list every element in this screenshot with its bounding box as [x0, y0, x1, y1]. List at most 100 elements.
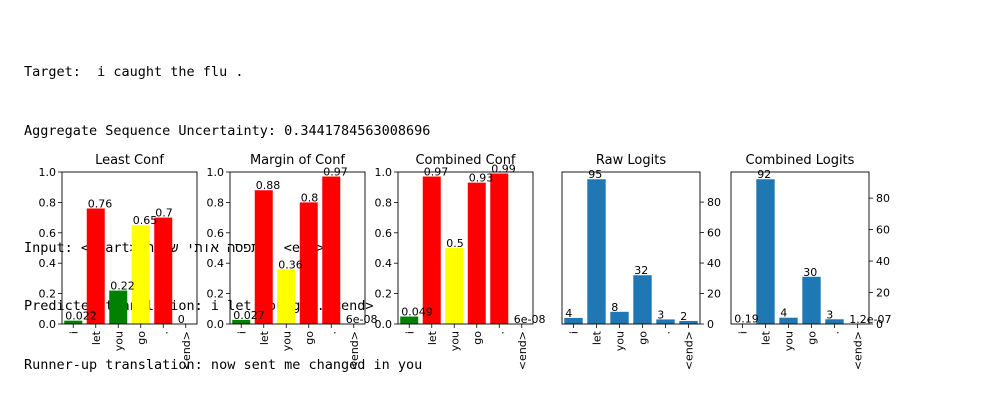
- data-label: 0.36: [278, 258, 303, 271]
- data-label: 0.93: [469, 172, 494, 185]
- bar: [756, 179, 775, 324]
- x-tick-label: go: [303, 331, 316, 345]
- data-label: 3: [657, 308, 664, 321]
- bar: [299, 202, 318, 324]
- data-label: 0.022: [65, 310, 97, 323]
- y-tick-label: 0.0: [39, 318, 57, 331]
- bar: [445, 248, 464, 324]
- y-tick-label: 0.2: [39, 288, 57, 301]
- data-label: 2: [680, 310, 687, 323]
- plot-frame: [730, 171, 870, 325]
- uncertainty-line: Aggregate Sequence Uncertainty: 0.344178…: [24, 122, 431, 139]
- data-label: 8: [611, 301, 618, 314]
- data-label: 0.5: [446, 237, 464, 250]
- bar: [467, 182, 486, 324]
- bar: [86, 208, 105, 324]
- data-label: 6e-08: [514, 313, 546, 326]
- bar: [64, 320, 83, 324]
- data-label: 0.88: [256, 179, 281, 192]
- y-tick-label: 0.8: [207, 196, 225, 209]
- y-tick-label: 1.0: [39, 166, 57, 179]
- y-tick-label: 60: [876, 224, 890, 237]
- bar: [610, 311, 629, 324]
- data-label: 95: [588, 168, 602, 181]
- data-label: 0.7: [155, 207, 173, 220]
- data-label: 30: [803, 266, 817, 279]
- runner-up-line: Runner-up translation: now sent me chang…: [24, 356, 423, 373]
- x-tick-label: go: [135, 331, 148, 345]
- bar: [656, 319, 675, 324]
- bar: [322, 176, 341, 324]
- data-label: 6e-08: [346, 313, 378, 326]
- x-tick-label: let: [760, 330, 773, 345]
- x-tick-label: you: [448, 331, 461, 351]
- x-tick-label: i: [737, 331, 750, 334]
- plot-frame: [561, 171, 701, 325]
- y-tick-label: 0.0: [375, 318, 393, 331]
- x-tick-label: i: [568, 331, 581, 334]
- bar: [400, 316, 419, 324]
- x-tick-label: .: [157, 331, 170, 335]
- y-tick-label: 0.8: [375, 196, 393, 209]
- data-label: 0: [178, 313, 185, 326]
- x-tick-label: .: [325, 331, 338, 335]
- x-tick-label: you: [280, 331, 293, 351]
- x-tick-label: go: [471, 331, 484, 345]
- bar: [679, 320, 698, 324]
- x-tick-label: .: [829, 331, 842, 335]
- y-tick-label: 40: [876, 255, 890, 268]
- y-tick-label: 80: [876, 192, 890, 205]
- bar: [490, 173, 509, 324]
- data-label: 3: [826, 308, 833, 321]
- data-label: 0.049: [401, 306, 433, 319]
- y-tick-label: 0.6: [39, 227, 57, 240]
- data-label: 0.027: [233, 309, 265, 322]
- y-tick-label: 0.8: [39, 196, 57, 209]
- x-tick-label: .: [493, 331, 506, 335]
- y-tick-label: 0.2: [375, 288, 393, 301]
- data-label: 0.19: [734, 313, 759, 326]
- x-tick-label: let: [591, 330, 604, 345]
- plot-frame: [61, 171, 198, 325]
- x-tick-label: i: [67, 331, 80, 334]
- bar: [825, 319, 844, 324]
- y-tick-label: 0.4: [207, 257, 225, 270]
- chart-title: Combined Logits: [746, 153, 855, 168]
- data-label: 4: [780, 307, 787, 320]
- y-tick-label: 1.0: [207, 166, 225, 179]
- data-label: 1.2e-07: [849, 313, 891, 326]
- bar: [802, 276, 821, 324]
- y-tick-label: 0.4: [39, 257, 57, 270]
- y-tick-label: 40: [707, 257, 721, 270]
- bar: [633, 275, 652, 324]
- bar: [587, 179, 606, 324]
- x-tick-label: go: [637, 331, 650, 345]
- bar: [779, 317, 798, 324]
- x-tick-label: <end>: [348, 331, 361, 370]
- bar: [131, 225, 150, 324]
- y-tick-label: 0.2: [207, 288, 225, 301]
- bar: [277, 269, 296, 324]
- x-tick-label: go: [806, 331, 819, 345]
- data-label: 92: [757, 168, 771, 181]
- x-tick-label: .: [660, 331, 673, 335]
- y-tick-label: 0: [876, 318, 883, 331]
- data-label: 0.76: [88, 197, 113, 210]
- y-tick-label: 20: [707, 288, 721, 301]
- y-tick-label: 60: [707, 227, 721, 240]
- y-tick-label: 20: [876, 287, 890, 300]
- y-tick-label: 1.0: [375, 166, 393, 179]
- y-tick-label: 0.6: [375, 227, 393, 240]
- x-tick-label: <end>: [852, 331, 865, 370]
- y-tick-label: 0.6: [207, 227, 225, 240]
- y-tick-label: 0: [707, 318, 714, 331]
- bar: [109, 290, 128, 324]
- x-tick-label: <end>: [516, 331, 529, 370]
- x-tick-label: i: [235, 331, 248, 334]
- data-label: 0.99: [491, 163, 516, 176]
- x-tick-label: let: [258, 330, 271, 345]
- target-line: Target: i caught the flu .: [24, 64, 244, 80]
- chart-title: Combined Conf: [415, 153, 515, 168]
- data-label: 4: [565, 307, 572, 320]
